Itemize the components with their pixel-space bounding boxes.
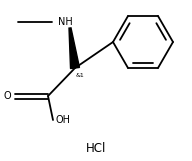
Text: OH: OH: [55, 115, 70, 125]
Text: &1: &1: [76, 73, 85, 78]
Polygon shape: [69, 28, 79, 69]
Text: O: O: [3, 91, 11, 101]
Text: NH: NH: [58, 17, 73, 27]
Text: HCl: HCl: [86, 142, 106, 155]
